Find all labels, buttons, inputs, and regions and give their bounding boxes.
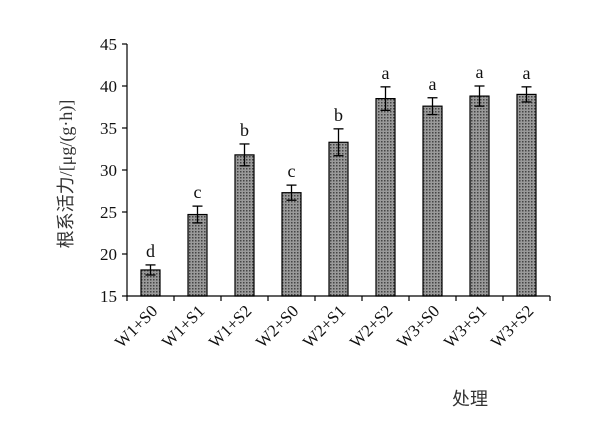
bar-w3-s2 xyxy=(516,93,537,297)
significance-label: d xyxy=(146,241,155,261)
error-bar xyxy=(239,143,250,167)
error-bar xyxy=(192,205,203,224)
error-bar xyxy=(145,264,156,276)
significance-label: a xyxy=(429,74,437,94)
error-bar xyxy=(333,128,344,157)
x-tick-label: W1+S0 xyxy=(111,301,161,351)
significance-label: b xyxy=(240,120,249,140)
y-tick-label: 40 xyxy=(100,77,117,96)
bar-w2-s1 xyxy=(328,141,349,297)
error-bar xyxy=(521,86,532,103)
significance-label: c xyxy=(194,182,202,202)
x-axis-title: 处理 xyxy=(452,389,488,409)
significance-label: c xyxy=(288,161,296,181)
y-tick-label: 45 xyxy=(100,35,117,54)
y-tick-label: 25 xyxy=(100,203,117,222)
bar-w3-s1 xyxy=(469,95,490,297)
significance-label: b xyxy=(334,105,343,125)
x-tick-label: W3+S0 xyxy=(393,301,443,351)
y-tick-label: 35 xyxy=(100,119,117,138)
x-ticks: W1+S0W1+S1W1+S2W2+S0W2+S1W2+S2W3+S0W3+S1… xyxy=(111,296,551,352)
bar-w2-s0 xyxy=(281,192,302,297)
significance-label: a xyxy=(523,63,531,83)
error-bars-layer xyxy=(145,85,532,276)
x-tick-label: W2+S1 xyxy=(299,301,349,351)
error-bar xyxy=(427,97,438,116)
bar-w3-s0 xyxy=(422,105,443,297)
significance-label: a xyxy=(382,63,390,83)
y-tick-label: 20 xyxy=(100,245,117,264)
significance-labels-layer: d c b c b a a a a xyxy=(146,62,531,261)
y-axis-title: 根系活力/[μg/(g·h)] xyxy=(56,100,77,249)
y-tick-label: 15 xyxy=(100,287,117,306)
error-bar xyxy=(286,184,297,201)
bar-w1-s2 xyxy=(234,154,255,297)
x-tick-label: W2+S2 xyxy=(346,301,396,351)
bar-w2-s2 xyxy=(375,97,396,297)
x-tick-label: W1+S2 xyxy=(205,301,255,351)
error-bar xyxy=(380,86,391,112)
x-tick-label: W1+S1 xyxy=(158,301,208,351)
x-tick-label: W3+S2 xyxy=(487,301,537,351)
x-tick-label: W3+S1 xyxy=(440,301,490,351)
x-tick-label: W2+S0 xyxy=(252,301,302,351)
y-tick-label: 30 xyxy=(100,161,117,180)
significance-label: a xyxy=(476,62,484,82)
bars-layer xyxy=(140,93,537,297)
bar-w1-s1 xyxy=(187,213,208,297)
error-bar xyxy=(474,85,485,107)
y-ticks: 15 20 25 30 35 40 45 xyxy=(100,35,127,306)
